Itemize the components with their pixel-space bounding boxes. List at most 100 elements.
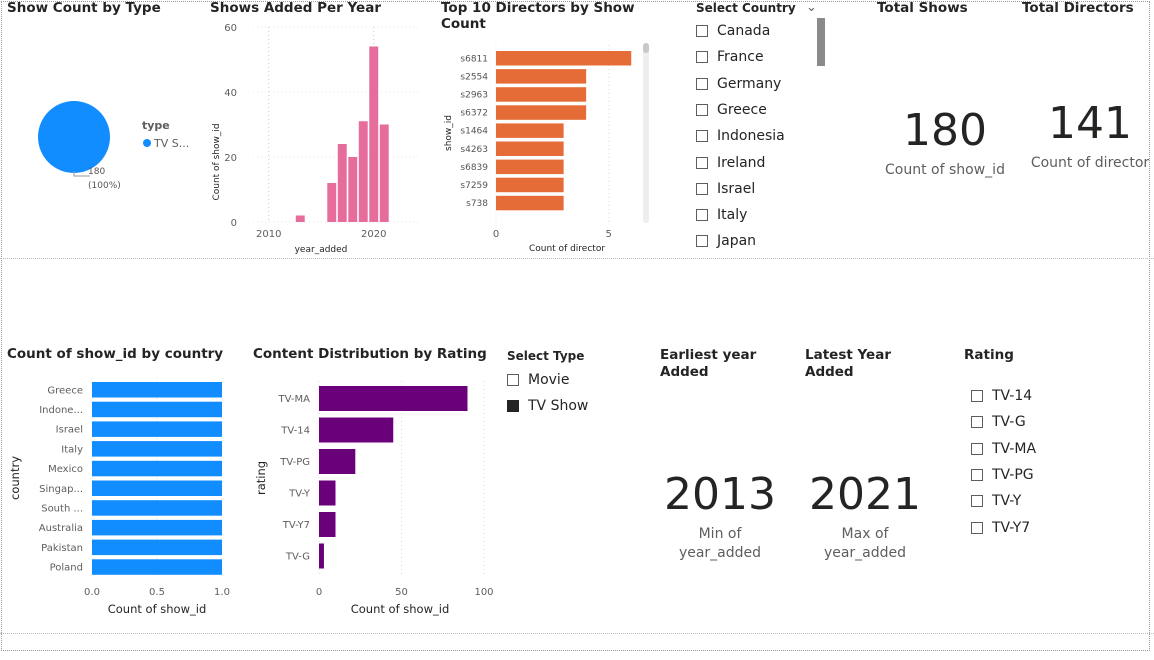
slicer-item-tv-y7[interactable]: TV-Y7 bbox=[971, 518, 1030, 538]
y-tick-label: TV-14 bbox=[280, 426, 310, 437]
total-directors-card: Total Directors 141 Count of director bbox=[1018, 0, 1152, 200]
slicer-item-label: TV-14 bbox=[992, 388, 1033, 404]
bar-2020[interactable] bbox=[369, 46, 379, 223]
scrollbar-thumb[interactable] bbox=[643, 43, 649, 53]
slicer-item-canada[interactable]: Canada bbox=[696, 21, 770, 41]
card-value: 2021 bbox=[809, 469, 921, 520]
slicer-item-movie[interactable]: Movie bbox=[507, 370, 569, 390]
bar-2018[interactable] bbox=[348, 157, 358, 222]
checkbox[interactable] bbox=[971, 390, 983, 402]
card-label: Count of show_id bbox=[885, 162, 1005, 178]
slicer-item-japan[interactable]: Japan bbox=[696, 231, 756, 251]
bar-2013[interactable] bbox=[295, 215, 305, 223]
checkbox[interactable] bbox=[507, 374, 519, 386]
bar-s2963[interactable] bbox=[496, 87, 587, 102]
bar-s7259[interactable] bbox=[496, 177, 564, 193]
x-tick-label: 0 bbox=[493, 229, 499, 240]
slicer-item-greece[interactable]: Greece bbox=[696, 100, 767, 120]
slicer-item-germany[interactable]: Germany bbox=[696, 74, 781, 94]
slicer-item-france[interactable]: France bbox=[696, 47, 764, 67]
slicer-item-label: TV-MA bbox=[992, 440, 1037, 457]
slicer-item-israel[interactable]: Israel bbox=[696, 179, 755, 199]
checkbox[interactable] bbox=[696, 103, 708, 116]
checkbox[interactable] bbox=[696, 235, 708, 248]
y-tick-label: Italy bbox=[61, 444, 83, 455]
bar-tv-14[interactable] bbox=[319, 417, 394, 443]
slicer-item-tv-g[interactable]: TV-G bbox=[971, 412, 1026, 432]
bar-italy[interactable] bbox=[92, 441, 222, 457]
slicer-item-tv-show[interactable]: TV Show bbox=[507, 396, 588, 416]
checkbox[interactable] bbox=[696, 209, 708, 222]
bar-tv-ma[interactable] bbox=[319, 386, 468, 411]
bar-2021[interactable] bbox=[379, 124, 389, 223]
bar-s4263[interactable] bbox=[496, 141, 564, 157]
pie-slice-tv-show[interactable] bbox=[38, 101, 110, 173]
bar-israel[interactable] bbox=[92, 421, 222, 437]
slicer-item-italy[interactable]: Italy bbox=[696, 205, 747, 225]
bar-tv-y7[interactable] bbox=[319, 512, 336, 537]
bar-singap[interactable] bbox=[92, 480, 222, 497]
checkbox[interactable] bbox=[971, 521, 983, 534]
checkbox[interactable] bbox=[971, 442, 983, 455]
pie-leader-line bbox=[73, 171, 90, 177]
year-chart-visual[interactable]: Shows Added Per Year Count of show_id ye… bbox=[205, 0, 435, 255]
checkbox[interactable] bbox=[696, 156, 708, 169]
checkbox[interactable] bbox=[696, 182, 708, 195]
slicer-item-tv-ma[interactable]: TV-MA bbox=[971, 439, 1036, 459]
bar-s1464[interactable] bbox=[496, 123, 564, 138]
y-tick-label: Israel bbox=[56, 425, 83, 436]
bar-s6811[interactable] bbox=[496, 51, 632, 66]
slicer-item-tv-y[interactable]: TV-Y bbox=[971, 491, 1021, 511]
directors-chart-visual[interactable]: Top 10 Directors by Show Count show_id C… bbox=[438, 0, 653, 255]
bar-tv-pg[interactable] bbox=[319, 449, 356, 474]
bar-south[interactable] bbox=[92, 500, 222, 516]
bar-mexico[interactable] bbox=[92, 460, 222, 477]
checkbox[interactable] bbox=[971, 468, 983, 481]
legend-title: type bbox=[142, 119, 170, 132]
type-pie-visual[interactable]: Show Count by Type 180 (100%) type TV S.… bbox=[4, 0, 204, 250]
slicer-item-indonesia[interactable]: Indonesia bbox=[696, 126, 785, 146]
bar-2017[interactable] bbox=[337, 144, 347, 222]
bar-poland[interactable] bbox=[92, 559, 222, 575]
country-slicer[interactable]: Select Country ⌄ Canada France Germany Gree… bbox=[692, 0, 832, 255]
bar-s2554[interactable] bbox=[496, 69, 587, 84]
bar-2019[interactable] bbox=[358, 121, 368, 222]
bar-tv-g[interactable] bbox=[319, 543, 324, 569]
bar-s6839[interactable] bbox=[496, 159, 564, 175]
visual-title: Content Distribution by Rating bbox=[253, 346, 487, 362]
bar-2016[interactable] bbox=[327, 183, 337, 222]
checkbox[interactable] bbox=[696, 51, 708, 64]
legend-item[interactable]: TV S... bbox=[153, 137, 189, 150]
bar-s6372[interactable] bbox=[496, 105, 587, 120]
rating-slicer[interactable]: Rating TV-14 TV-G TV-MA TV-PG TV-Y TV-Y7 bbox=[960, 345, 1110, 545]
y-tick-label: s1464 bbox=[460, 127, 488, 137]
slicer-title: Select Country bbox=[696, 1, 796, 15]
slicer-item-label: Germany bbox=[717, 75, 782, 92]
total-shows-card: Total Shows 180 Count of show_id bbox=[870, 0, 1020, 200]
slicer-item-ireland[interactable]: Ireland bbox=[696, 153, 765, 173]
y-tick-label: TV-Y7 bbox=[282, 520, 310, 531]
y-tick-label: 0 bbox=[231, 218, 237, 229]
rating-chart-visual[interactable]: Content Distribution by Rating rating Co… bbox=[250, 345, 500, 620]
bar-s738[interactable] bbox=[496, 195, 564, 211]
slicer-title: Rating bbox=[964, 347, 1014, 363]
country-chart-visual[interactable]: Count of show_id by country country Coun… bbox=[4, 345, 249, 620]
checkbox[interactable] bbox=[696, 25, 708, 37]
checkbox[interactable] bbox=[696, 77, 708, 90]
slicer-scrollbar-thumb[interactable] bbox=[817, 18, 825, 66]
checkbox[interactable] bbox=[696, 130, 708, 143]
bar-greece[interactable] bbox=[92, 382, 222, 398]
chevron-down-icon[interactable]: ⌄ bbox=[806, 0, 817, 15]
checkbox[interactable] bbox=[507, 400, 519, 412]
bar-australia[interactable] bbox=[92, 519, 222, 536]
bar-pakistan[interactable] bbox=[92, 539, 222, 556]
checkbox[interactable] bbox=[971, 495, 983, 508]
checkbox[interactable] bbox=[971, 416, 983, 429]
slicer-item-tv-14[interactable]: TV-14 bbox=[971, 386, 1032, 406]
bar-indone[interactable] bbox=[92, 401, 222, 418]
slicer-item-tv-pg[interactable]: TV-PG bbox=[971, 465, 1034, 485]
type-slicer[interactable]: Select Type Movie TV Show bbox=[503, 345, 643, 425]
pie-data-label-count: 180 bbox=[88, 167, 105, 177]
scrollbar-track[interactable] bbox=[643, 43, 649, 223]
bar-tv-y[interactable] bbox=[319, 480, 336, 506]
